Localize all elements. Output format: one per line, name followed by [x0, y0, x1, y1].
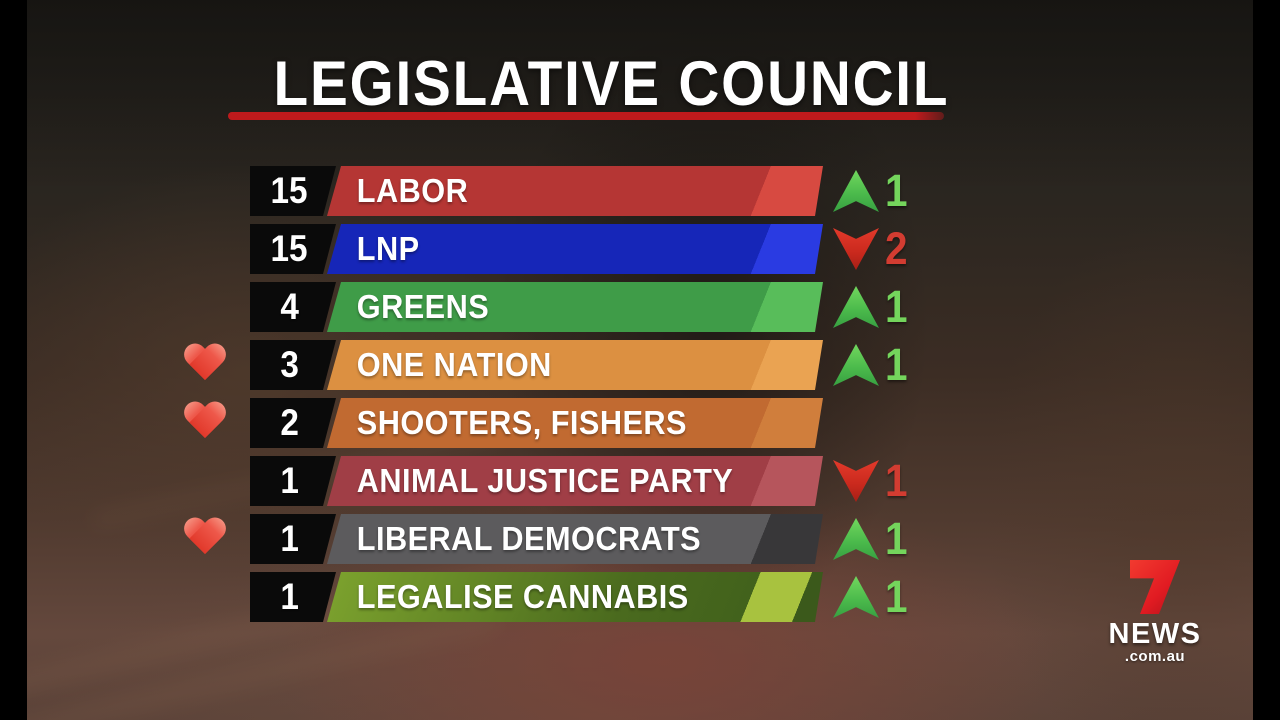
heart-icon — [183, 402, 227, 442]
party-name: LEGALISE CANNABIS — [356, 578, 689, 615]
change-value: 1 — [885, 281, 908, 332]
seat-count: 1 — [280, 576, 299, 617]
party-bar: LNP — [327, 224, 823, 274]
heart-icon — [183, 344, 227, 384]
party-name: LIBERAL DEMOCRATS — [356, 520, 702, 557]
party-row: 2 SHOOTERS, FISHERS — [27, 398, 1253, 448]
party-row: 1 LIBERAL DEMOCRATS 1 — [27, 514, 1253, 564]
seat-count-box: 2 — [250, 398, 336, 448]
seat-count-box: 15 — [250, 224, 336, 274]
heart-icon — [183, 518, 227, 558]
up-arrow-icon — [833, 576, 879, 618]
seat-count: 1 — [280, 460, 299, 501]
seat-count-box: 1 — [250, 572, 336, 622]
party-name: LNP — [356, 230, 420, 267]
party-bar: LEGALISE CANNABIS — [327, 572, 823, 622]
title-underline — [228, 112, 944, 120]
party-row: 3 ONE NATION 1 — [27, 340, 1253, 390]
up-arrow-icon — [833, 286, 879, 328]
seat-count-box: 15 — [250, 166, 336, 216]
change-value: 1 — [885, 513, 908, 564]
down-arrow-icon — [833, 460, 879, 502]
party-name: ONE NATION — [356, 346, 552, 383]
party-row: 4 GREENS 1 — [27, 282, 1253, 332]
party-name: LABOR — [356, 172, 469, 209]
party-bar: GREENS — [327, 282, 823, 332]
party-bar: ANIMAL JUSTICE PARTY — [327, 456, 823, 506]
broadcast-graphic: LEGISLATIVE COUNCIL 15 LABOR 1 15 LNP 2 … — [27, 0, 1253, 720]
seat-count: 15 — [270, 170, 308, 211]
change-value: 1 — [885, 339, 908, 390]
network-logo: NEWS .com.au — [1085, 560, 1225, 665]
party-bar: LABOR — [327, 166, 823, 216]
up-arrow-icon — [833, 170, 879, 212]
party-name: GREENS — [356, 288, 490, 325]
seat-count: 3 — [280, 344, 299, 385]
party-name: ANIMAL JUSTICE PARTY — [356, 462, 734, 499]
logo-domain-text: .com.au — [1124, 648, 1186, 665]
party-name: SHOOTERS, FISHERS — [356, 404, 687, 441]
party-row: 15 LABOR 1 — [27, 166, 1253, 216]
seat-count-box: 4 — [250, 282, 336, 332]
up-arrow-icon — [833, 518, 879, 560]
party-bar: LIBERAL DEMOCRATS — [327, 514, 823, 564]
seat-count-box: 3 — [250, 340, 336, 390]
seat-count-box: 1 — [250, 514, 336, 564]
change-value: 1 — [885, 455, 908, 506]
change-value: 1 — [885, 571, 908, 622]
page-title-wrap: LEGISLATIVE COUNCIL — [111, 48, 1111, 120]
party-bar: SHOOTERS, FISHERS — [327, 398, 823, 448]
page-title: LEGISLATIVE COUNCIL — [273, 49, 949, 119]
change-value: 2 — [885, 223, 908, 274]
party-row: 1 LEGALISE CANNABIS 1 — [27, 572, 1253, 622]
seat-count: 2 — [280, 402, 299, 443]
news-wordmark: NEWS — [1108, 618, 1202, 650]
seat-count-box: 1 — [250, 456, 336, 506]
up-arrow-icon — [833, 344, 879, 386]
change-value: 1 — [885, 165, 908, 216]
seat-count: 1 — [280, 518, 299, 559]
party-row: 15 LNP 2 — [27, 224, 1253, 274]
seat-count: 15 — [270, 228, 308, 269]
down-arrow-icon — [833, 228, 879, 270]
party-row: 1 ANIMAL JUSTICE PARTY 1 — [27, 456, 1253, 506]
party-bar: ONE NATION — [327, 340, 823, 390]
seven-logo-icon — [1130, 560, 1180, 614]
seat-count: 4 — [280, 286, 299, 327]
